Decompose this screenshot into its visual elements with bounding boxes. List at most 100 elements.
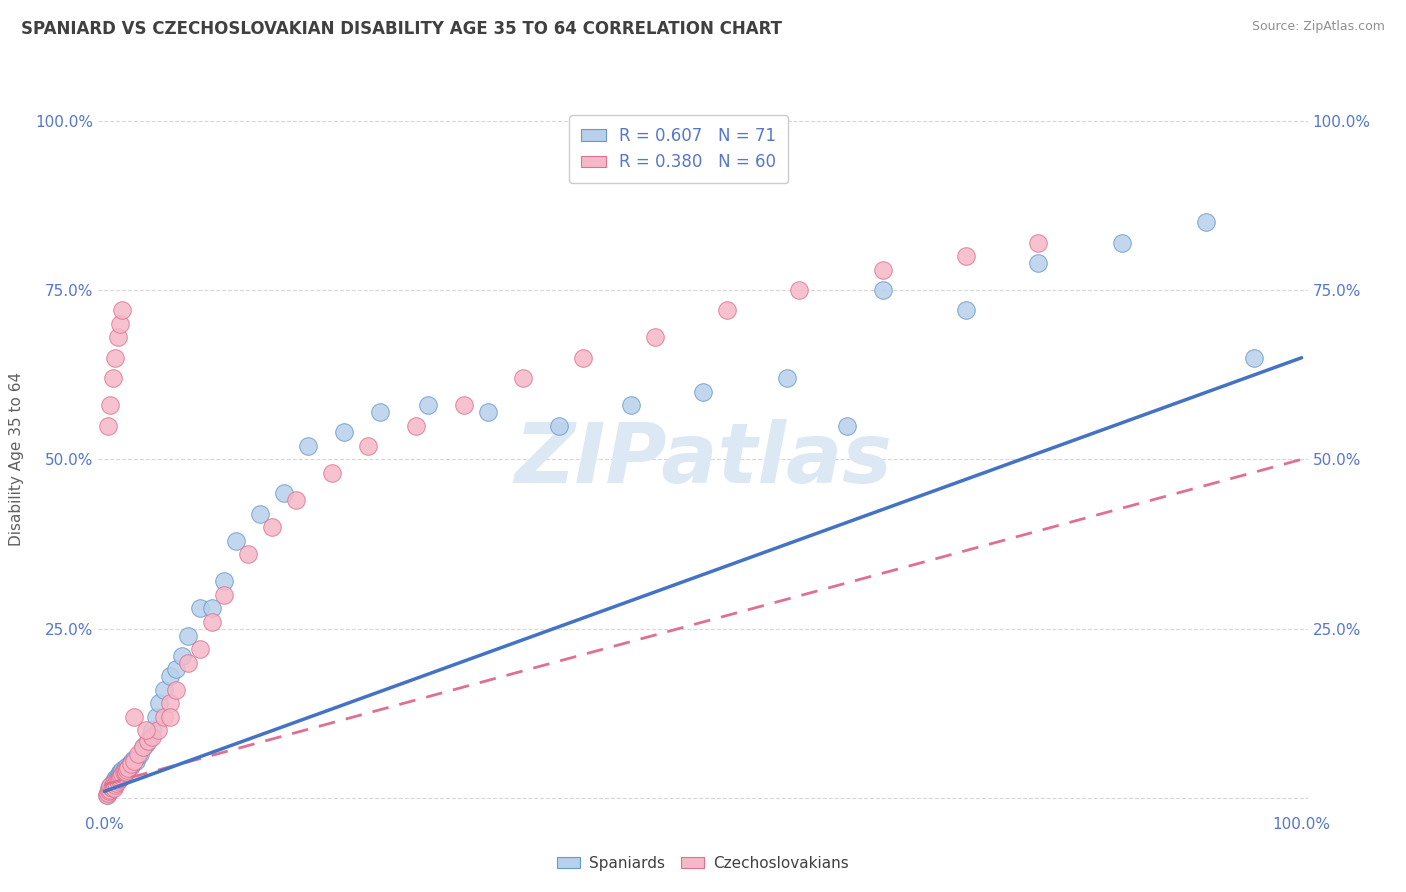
Point	[111, 767, 134, 781]
Point	[135, 737, 157, 751]
Point	[115, 758, 138, 772]
Point	[453, 398, 475, 412]
Point	[110, 765, 132, 780]
Point	[110, 769, 132, 784]
Point	[136, 733, 159, 747]
Point	[98, 784, 121, 798]
Point	[96, 788, 118, 802]
Point	[148, 696, 170, 710]
Point	[98, 780, 121, 795]
Point	[124, 754, 146, 768]
Point	[104, 776, 127, 790]
Point	[212, 588, 235, 602]
Point	[100, 780, 122, 795]
Point	[141, 723, 163, 738]
Point	[105, 771, 128, 785]
Point	[159, 710, 181, 724]
Point	[297, 439, 319, 453]
Point	[101, 371, 124, 385]
Point	[104, 778, 127, 792]
Point	[135, 723, 157, 738]
Point	[153, 710, 176, 724]
Point	[405, 418, 427, 433]
Point	[787, 283, 810, 297]
Point	[118, 757, 141, 772]
Point	[159, 696, 181, 710]
Point	[357, 439, 380, 453]
Point	[111, 767, 134, 781]
Point	[548, 418, 571, 433]
Point	[872, 262, 894, 277]
Point	[477, 405, 499, 419]
Point	[107, 771, 129, 785]
Point	[107, 767, 129, 781]
Point	[416, 398, 439, 412]
Point	[955, 249, 977, 263]
Point	[145, 710, 167, 724]
Point	[644, 330, 666, 344]
Point	[572, 351, 595, 365]
Point	[115, 763, 138, 777]
Y-axis label: Disability Age 35 to 64: Disability Age 35 to 64	[10, 372, 24, 547]
Point	[284, 493, 307, 508]
Point	[97, 786, 120, 800]
Point	[120, 757, 142, 772]
Point	[273, 486, 295, 500]
Point	[120, 758, 142, 772]
Point	[107, 772, 129, 787]
Point	[107, 330, 129, 344]
Point	[124, 752, 146, 766]
Point	[112, 764, 135, 778]
Point	[112, 765, 135, 780]
Point	[139, 730, 162, 744]
Point	[201, 615, 224, 629]
Point	[124, 710, 146, 724]
Point	[148, 723, 170, 738]
Point	[108, 765, 131, 780]
Point	[512, 371, 534, 385]
Point	[108, 769, 131, 784]
Point	[236, 547, 259, 561]
Point	[620, 398, 643, 412]
Point	[201, 601, 224, 615]
Legend: Spaniards, Czechoslovakians: Spaniards, Czechoslovakians	[551, 850, 855, 877]
Point	[108, 771, 131, 785]
Point	[117, 761, 139, 775]
Point	[103, 776, 125, 790]
Point	[776, 371, 799, 385]
Point	[100, 783, 122, 797]
Point	[103, 780, 125, 795]
Point	[115, 763, 138, 777]
Point	[101, 776, 124, 790]
Point	[114, 764, 136, 778]
Point	[955, 303, 977, 318]
Point	[103, 778, 125, 792]
Point	[872, 283, 894, 297]
Point	[1195, 215, 1218, 229]
Point	[111, 763, 134, 777]
Point	[100, 783, 122, 797]
Point	[153, 682, 176, 697]
Point	[105, 774, 128, 789]
Point	[165, 662, 187, 676]
Point	[114, 761, 136, 775]
Point	[141, 730, 163, 744]
Point	[98, 784, 121, 798]
Point	[249, 507, 271, 521]
Text: Source: ZipAtlas.com: Source: ZipAtlas.com	[1251, 20, 1385, 33]
Point	[129, 747, 152, 761]
Point	[107, 769, 129, 784]
Point	[132, 740, 155, 755]
Point	[260, 520, 283, 534]
Point	[177, 629, 200, 643]
Point	[105, 776, 128, 790]
Point	[692, 384, 714, 399]
Point	[101, 779, 124, 793]
Point	[107, 774, 129, 789]
Point	[127, 749, 149, 764]
Point	[188, 642, 211, 657]
Point	[107, 772, 129, 787]
Point	[127, 747, 149, 761]
Point	[1026, 256, 1049, 270]
Point	[100, 780, 122, 795]
